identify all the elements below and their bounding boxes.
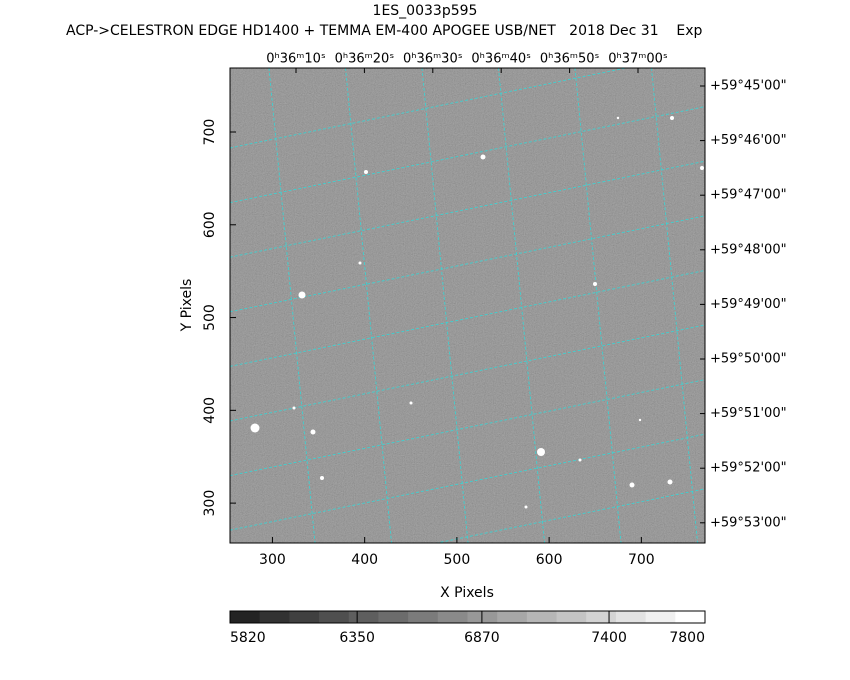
star	[320, 476, 324, 480]
dec-grid-line	[230, 433, 705, 531]
dec-grid-line	[230, 269, 705, 367]
ra-label: 0ʰ37ᵐ00ˢ	[608, 52, 668, 67]
chart-title: 1ES_0033p595	[373, 3, 478, 19]
colorbar-segment	[378, 611, 409, 623]
dec-grid-line	[230, 215, 705, 313]
dec-label: +59°46'00"	[710, 133, 787, 148]
star	[537, 448, 545, 456]
star	[578, 458, 582, 462]
colorbar-segment	[467, 611, 498, 623]
dec-label: +59°50'00"	[710, 352, 787, 367]
star	[364, 170, 368, 174]
x-tick-label: 300	[259, 552, 286, 568]
ra-grid-line	[345, 68, 392, 543]
dec-label: +59°45'00"	[710, 79, 787, 94]
colorbar-segment	[348, 611, 379, 623]
dec-grid-line	[230, 68, 629, 149]
ra-label: 0ʰ36ᵐ30ˢ	[403, 52, 463, 67]
colorbar-tick-label: 5820	[230, 630, 266, 646]
y-tick-label: 600	[202, 211, 218, 238]
y-tick-label: 500	[202, 304, 218, 331]
chart-subtitle: ACP->CELESTRON EDGE HD1400 + TEMMA EM-40…	[66, 23, 703, 39]
star	[298, 291, 306, 299]
plot-frame	[229, 67, 706, 544]
star	[292, 406, 296, 410]
star	[310, 429, 316, 435]
colorbar-segment	[526, 611, 558, 623]
colorbar-segment	[586, 611, 617, 623]
colorbar-segment	[319, 611, 350, 623]
star	[593, 282, 597, 286]
colorbar-segment	[497, 611, 528, 623]
star	[670, 116, 674, 120]
dec-label: +59°53'00"	[710, 515, 787, 530]
dec-label: +59°49'00"	[710, 297, 787, 312]
image-noise	[230, 68, 705, 543]
y-tick-label: 700	[202, 119, 218, 146]
colorbar-tick-label: 6350	[339, 630, 375, 646]
y-tick-label: 400	[202, 397, 218, 424]
ra-grid-line	[268, 68, 316, 543]
x-tick-label: 600	[536, 552, 563, 568]
dec-grid-line	[230, 379, 705, 477]
x-tick-label: 400	[351, 552, 378, 568]
dec-grid-line	[230, 324, 705, 422]
x-tick-label: 700	[628, 552, 655, 568]
colorbar-segment	[645, 611, 676, 623]
ra-grid-line	[498, 68, 545, 543]
star	[250, 423, 260, 433]
dec-grid-line	[434, 488, 705, 543]
colorbar-segment	[556, 611, 587, 623]
x-axis-label: X Pixels	[440, 585, 494, 601]
star	[638, 418, 642, 422]
star	[616, 116, 620, 120]
ra-grid-line	[574, 68, 622, 543]
stars	[250, 116, 704, 509]
ra-grid-line	[651, 68, 698, 543]
colorbar-segment	[259, 611, 290, 623]
ra-grid-line	[421, 68, 469, 543]
colorbar-segment	[230, 611, 261, 623]
star	[409, 401, 413, 405]
colorbar-segment	[615, 611, 647, 623]
dec-label: +59°51'00"	[710, 406, 787, 421]
star	[667, 479, 673, 485]
star	[629, 482, 635, 488]
y-axis-label: Y Pixels	[179, 279, 195, 333]
colorbar-segment	[437, 611, 468, 623]
wcs-grid	[230, 68, 705, 543]
x-tick-label: 500	[444, 552, 471, 568]
colorbar-segment	[675, 611, 706, 623]
star	[700, 166, 704, 170]
ra-label: 0ʰ36ᵐ40ˢ	[471, 52, 531, 67]
y-tick-label: 300	[202, 490, 218, 517]
dec-label: +59°47'00"	[710, 188, 787, 203]
star	[480, 154, 486, 160]
dec-label: +59°52'00"	[710, 461, 787, 476]
ra-label: 0ʰ36ᵐ10ˢ	[266, 52, 326, 67]
dec-grid-line	[230, 106, 705, 204]
ra-label: 0ʰ36ᵐ50ˢ	[540, 52, 600, 67]
dec-grid-line	[230, 160, 705, 258]
colorbar-tick-label: 7800	[669, 630, 705, 646]
star	[524, 505, 528, 509]
star	[358, 261, 362, 265]
dec-label: +59°48'00"	[710, 242, 787, 257]
colorbar-tick-label: 7400	[591, 630, 627, 646]
colorbar-segment	[289, 611, 320, 623]
colorbar-segment	[408, 611, 439, 623]
colorbar-tick-label: 6870	[464, 630, 500, 646]
ra-label: 0ʰ36ᵐ20ˢ	[335, 52, 395, 67]
